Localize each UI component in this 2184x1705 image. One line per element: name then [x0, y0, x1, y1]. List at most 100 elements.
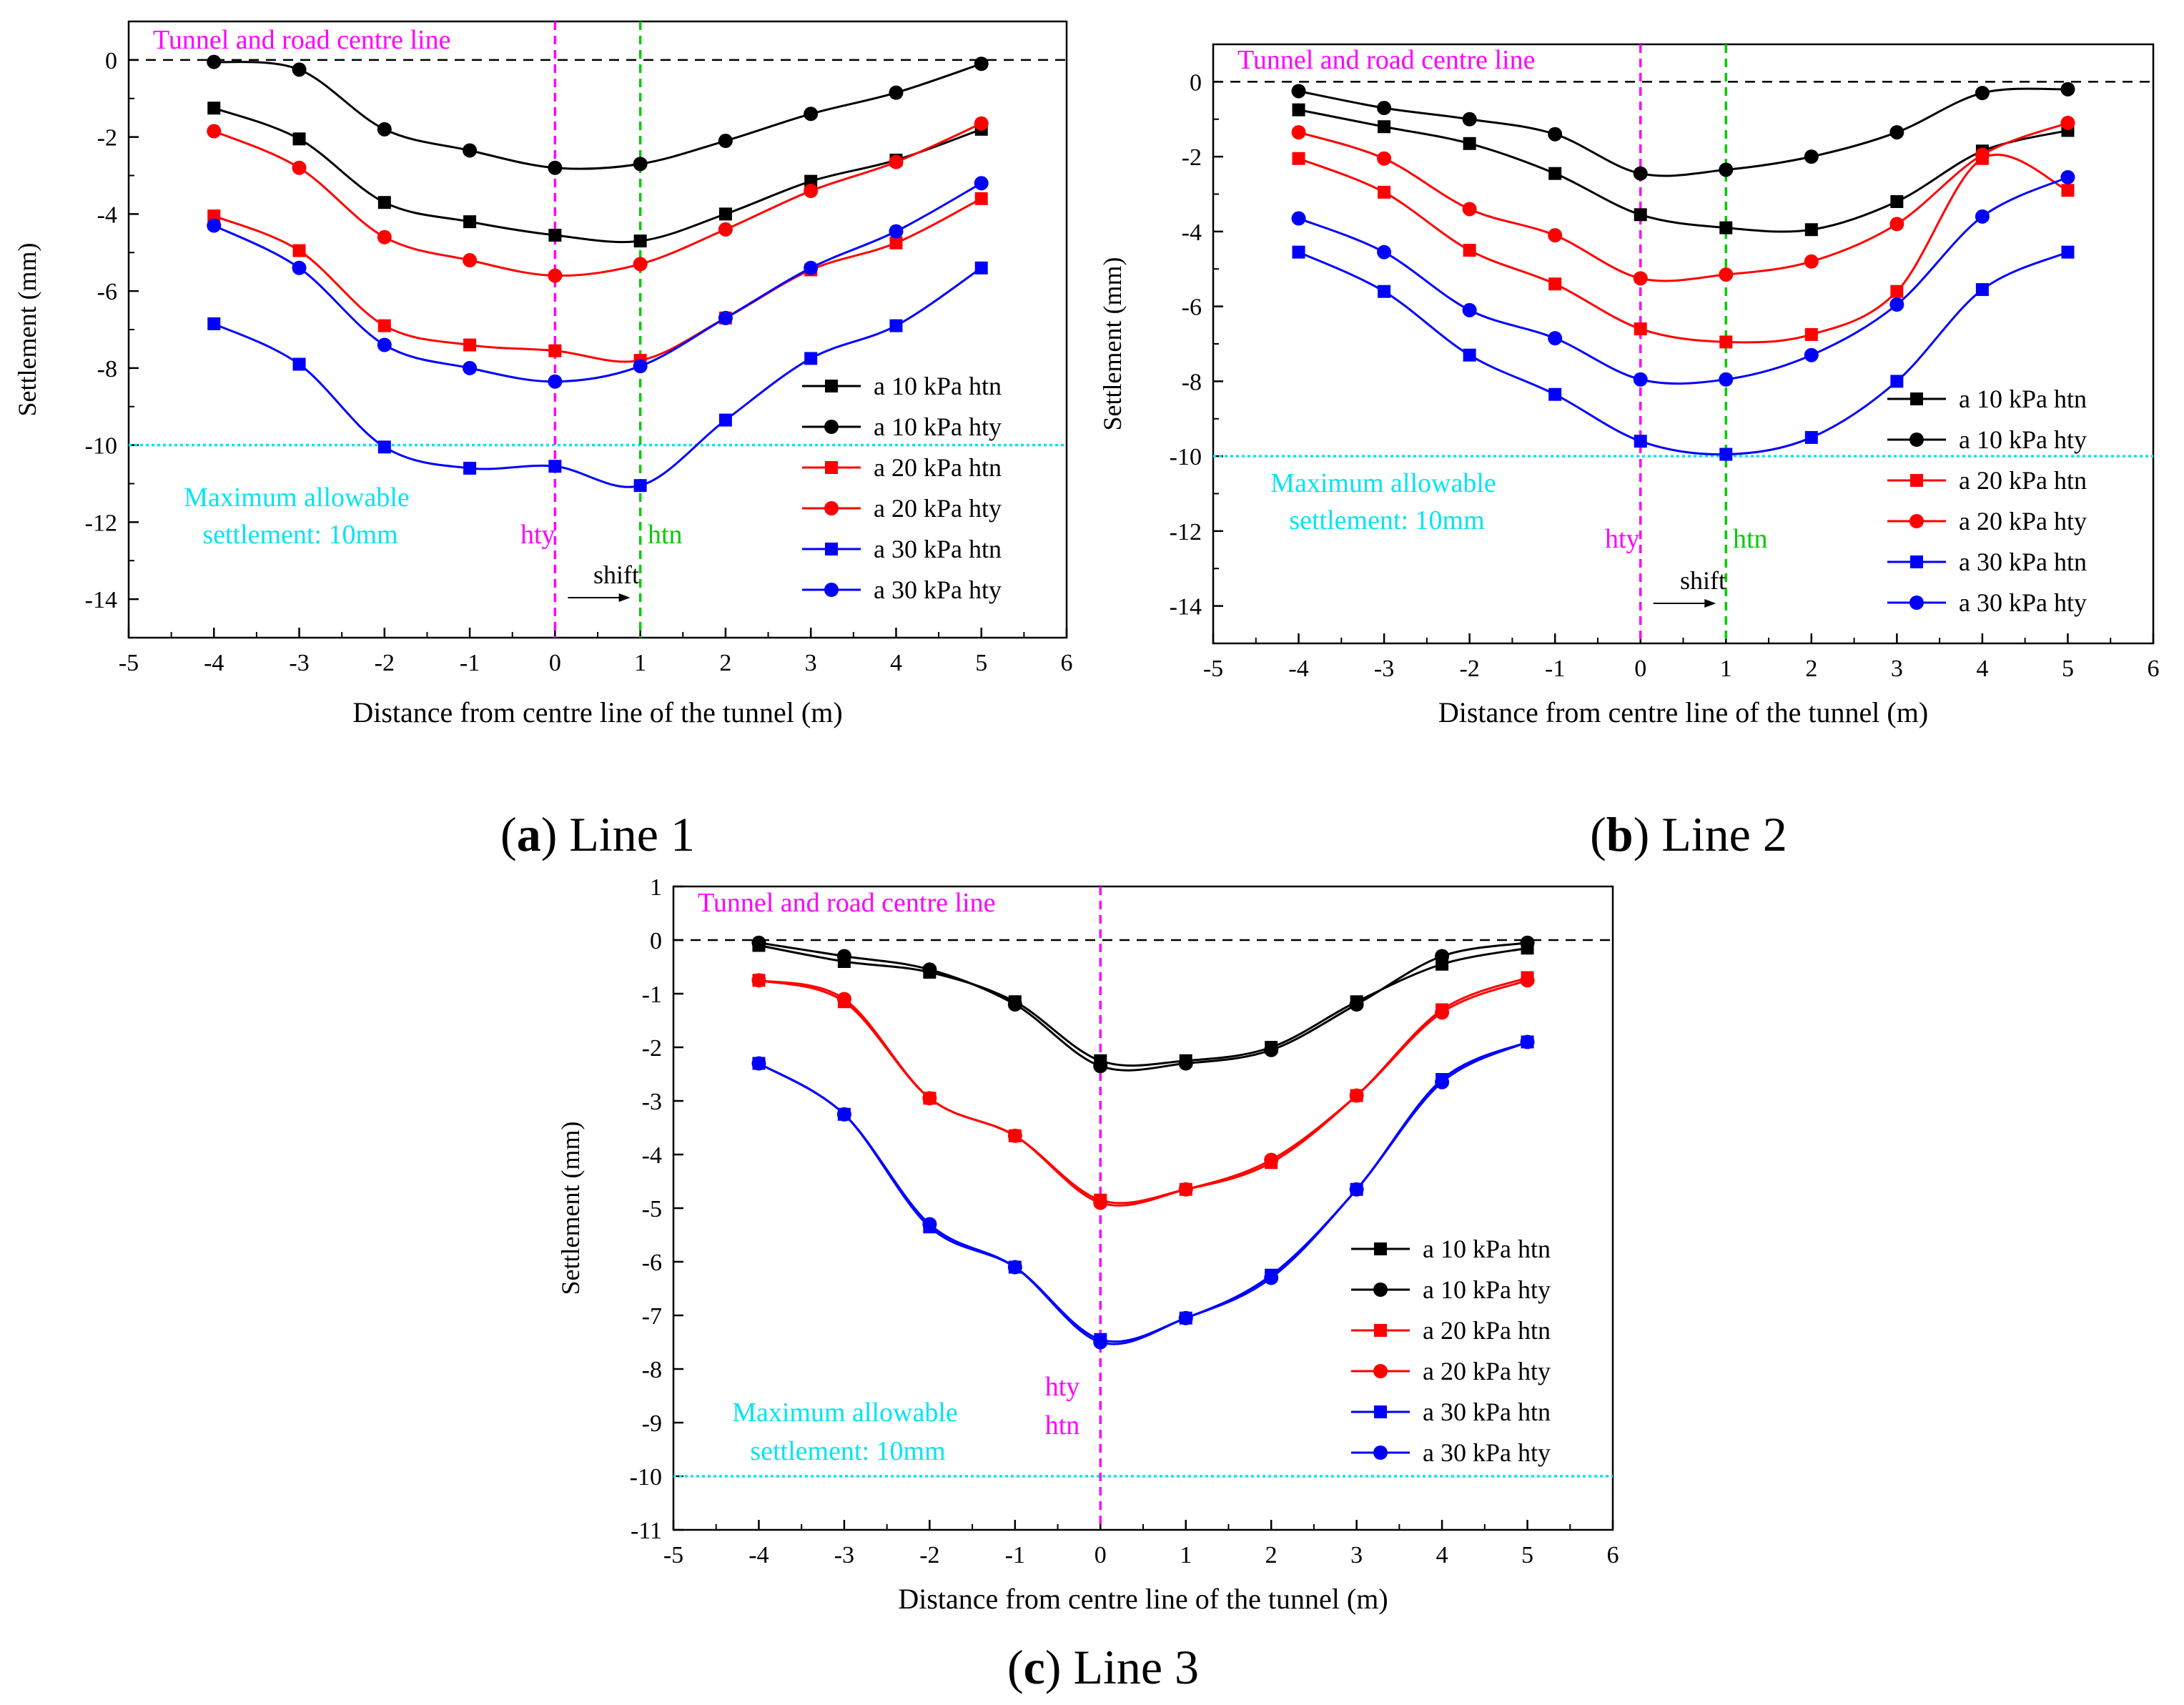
data-point-circle — [1178, 1056, 1193, 1071]
y-tick-label: 1 — [650, 874, 662, 901]
panel-caption: (c) Line 3 — [1007, 1640, 1199, 1694]
data-point-square — [377, 196, 391, 209]
y-tick-label: -8 — [1182, 369, 1202, 395]
y-tick-label: -14 — [1170, 594, 1202, 621]
data-point-square — [1463, 348, 1476, 362]
series-line — [213, 267, 982, 488]
data-point-circle — [804, 107, 819, 122]
data-point-circle — [377, 122, 392, 137]
x-tick-label: 1 — [1720, 656, 1732, 682]
data-point-square — [548, 229, 562, 242]
data-point-circle — [751, 935, 766, 950]
x-tick-label: 6 — [1607, 1542, 1619, 1568]
data-point-circle — [889, 154, 904, 169]
data-point-square — [633, 234, 647, 248]
centre-line-label: Tunnel and road centre line — [698, 888, 995, 918]
caption-paren-close: ) — [541, 807, 570, 861]
data-point-circle — [1435, 1074, 1450, 1089]
data-point-circle — [1548, 127, 1563, 142]
x-tick-label: 3 — [805, 650, 817, 676]
data-point-circle — [1975, 86, 1990, 101]
legend-marker — [1373, 1283, 1388, 1297]
data-point-circle — [1975, 147, 1990, 162]
data-point-square — [2061, 184, 2075, 197]
data-point-circle — [1264, 1042, 1279, 1057]
data-point-circle — [1093, 1335, 1108, 1350]
data-point-square — [548, 460, 562, 473]
data-point-square — [207, 102, 221, 115]
data-point-circle — [751, 1056, 766, 1071]
data-point-circle — [1633, 166, 1648, 181]
y-tick-label: -2 — [642, 1035, 662, 1062]
data-point-square — [1634, 208, 1647, 222]
data-point-square — [974, 192, 988, 205]
data-point-square — [1890, 194, 1904, 208]
data-point-circle — [922, 962, 937, 977]
legend-entry: a 30 kPa htn — [1959, 548, 2087, 576]
data-point-circle — [1719, 267, 1734, 282]
data-point-square — [548, 344, 562, 357]
legend-marker — [1373, 1445, 1388, 1460]
y-tick-label: -8 — [642, 1357, 662, 1383]
data-point-square — [1719, 221, 1733, 234]
legend-entry: a 10 kPa htn — [1423, 1235, 1551, 1263]
data-point-circle — [548, 160, 563, 175]
data-point-circle — [1520, 973, 1535, 988]
data-point-circle — [1889, 297, 1904, 312]
data-point-circle — [1093, 1195, 1108, 1210]
legend-marker — [1909, 595, 1924, 610]
data-point-square — [377, 319, 391, 332]
x-tick-label: 3 — [1350, 1542, 1363, 1568]
y-tick-label: 0 — [105, 48, 117, 74]
x-tick-label: -2 — [919, 1542, 939, 1568]
max-allowable-label: settlement: 10mm — [1289, 505, 1484, 535]
caption-paren-open: ( — [1590, 807, 1606, 861]
data-point-circle — [463, 253, 478, 268]
x-tick-label: 1 — [634, 650, 646, 676]
y-tick-label: -10 — [1170, 444, 1202, 470]
data-point-square — [1804, 223, 1818, 237]
data-point-circle — [804, 260, 819, 275]
panel-c: -5 -4 -3 -2 -1 0 1 2 3 4 5 610-1-2-3-4-5-6-7-8-9-10… — [556, 874, 1619, 1694]
centre-line-label: Tunnel and road centre line — [1237, 45, 1535, 75]
data-point-circle — [1349, 1088, 1364, 1103]
series-line — [1298, 87, 2068, 177]
hty-label: hty — [1045, 1372, 1080, 1402]
caption-letter: a — [517, 807, 541, 861]
data-point-circle — [2060, 81, 2075, 97]
x-tick-label: 0 — [549, 650, 561, 676]
data-point-circle — [1804, 254, 1819, 269]
caption-paren-open: ( — [1007, 1640, 1024, 1694]
x-tick-label: 3 — [1891, 656, 1903, 682]
data-point-circle — [633, 257, 648, 272]
data-point-circle — [922, 1091, 937, 1106]
htn-label: htn — [1733, 524, 1768, 554]
legend-entry: a 20 kPa hty — [874, 494, 1002, 523]
y-tick-label: 0 — [1190, 69, 1202, 96]
data-point-circle — [1462, 202, 1477, 217]
data-point-circle — [1520, 935, 1535, 950]
legend-marker — [1374, 1242, 1387, 1255]
data-point-circle — [1462, 112, 1477, 127]
data-point-circle — [751, 973, 766, 988]
data-point-circle — [1377, 101, 1392, 116]
y-axis-label: Settlement (mm) — [13, 243, 41, 417]
data-point-circle — [207, 218, 222, 233]
y-axis-label: Settlement (mm) — [556, 1122, 585, 1295]
panel-caption: (a) Line 1 — [500, 807, 695, 861]
data-point-circle — [836, 1107, 851, 1122]
max-allowable-label: Maximum allowable — [732, 1398, 958, 1428]
legend-entry: a 20 kPa htn — [1423, 1316, 1551, 1345]
shift-arrow-head — [1704, 599, 1716, 608]
data-point-circle — [836, 992, 851, 1007]
legend-entry: a 10 kPa hty — [874, 412, 1002, 441]
series-line — [759, 979, 1528, 1207]
data-point-circle — [1377, 244, 1392, 260]
x-tick-label: 5 — [975, 650, 987, 676]
data-point-square — [1292, 103, 1305, 117]
data-point-square — [292, 357, 306, 371]
htn-label: htn — [648, 520, 683, 550]
data-point-circle — [1178, 1182, 1193, 1197]
y-tick-label: -12 — [85, 510, 117, 536]
data-point-circle — [1889, 125, 1904, 140]
